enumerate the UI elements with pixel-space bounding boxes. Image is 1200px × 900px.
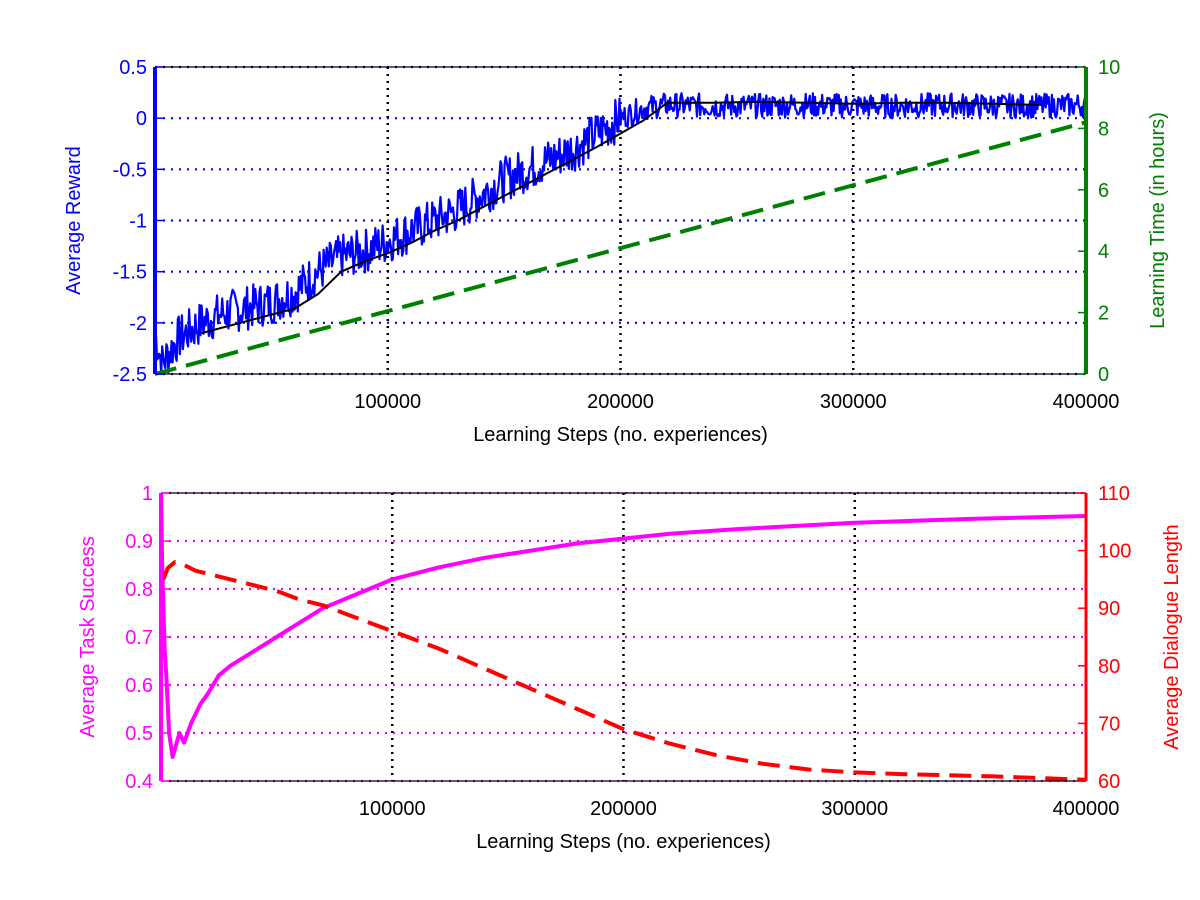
series-1-line [159,492,1087,759]
y-tick-label-left: 0.7 [125,627,153,649]
y-tick-label-right: 0 [1098,364,1109,386]
y-tick-label-left: -2 [129,313,147,335]
y-tick-label-right: 10 [1098,57,1120,79]
y-axis-label-right: Learning Time (in hours) [1147,112,1169,329]
y-tick-label-right: 4 [1098,241,1109,263]
y-tick-label-right: 80 [1098,656,1120,678]
x-axis-label: Learning Steps (no. experiences) [473,424,768,446]
y-tick-label-left: -2.5 [113,364,147,386]
y-axis-label-left: Average Reward [63,146,85,295]
y-tick-label-left: -1.5 [113,262,147,284]
y-axis-label-right: Average Dialogue Length [1161,524,1183,749]
y-tick-label-right: 8 [1098,118,1109,140]
x-tick-label: 400000 [1053,798,1120,820]
x-axis-label: Learning Steps (no. experiences) [476,831,771,853]
series-3-line [154,120,1087,376]
x-tick-label: 100000 [354,391,421,413]
y-tick-label-left: -0.5 [113,159,147,181]
x-tick-label: 100000 [359,798,426,820]
x-tick-label: 200000 [587,391,654,413]
y-tick-label-right: 60 [1098,771,1120,793]
y-tick-label-right: 2 [1098,303,1109,325]
y-axis-label-left: Average Task Success [77,536,99,738]
chart-panel-1: -2.5 -2 -1.5 -1 -0.5 0 0.5 0 2 4 6 8 10 100000 200000 3… [63,57,1169,446]
chart-panel-2: 0.4 0.5 0.6 0.7 0.8 0.9 1 60 70 80 90 100 110 100000 2… [77,483,1183,853]
y-tick-label-right: 70 [1098,713,1120,735]
x-tick-label: 200000 [590,798,657,820]
series-2-line [161,560,1087,782]
y-tick-label-left: 0.4 [125,771,153,793]
series-2-line [201,100,1040,335]
y-tick-label-left: -1 [129,211,147,233]
y-tick-label-right: 110 [1098,483,1130,505]
y-tick-label-left: 0 [136,108,147,130]
x-tick-label: 400000 [1053,391,1120,413]
y-tick-label-left: 1 [142,483,153,505]
y-tick-label-left: 0.8 [125,579,153,601]
y-tick-label-left: 0.5 [125,723,153,745]
y-tick-label-right: 6 [1098,180,1109,202]
series-1-line [154,92,1088,376]
y-tick-label-left: 0.9 [125,531,153,553]
y-tick-label-right: 100 [1098,541,1131,563]
x-tick-label: 300000 [821,798,888,820]
y-tick-label-right: 90 [1098,598,1120,620]
y-tick-label-left: 0.6 [125,675,153,697]
y-tick-label-left: 0.5 [119,57,147,79]
x-tick-label: 300000 [820,391,887,413]
